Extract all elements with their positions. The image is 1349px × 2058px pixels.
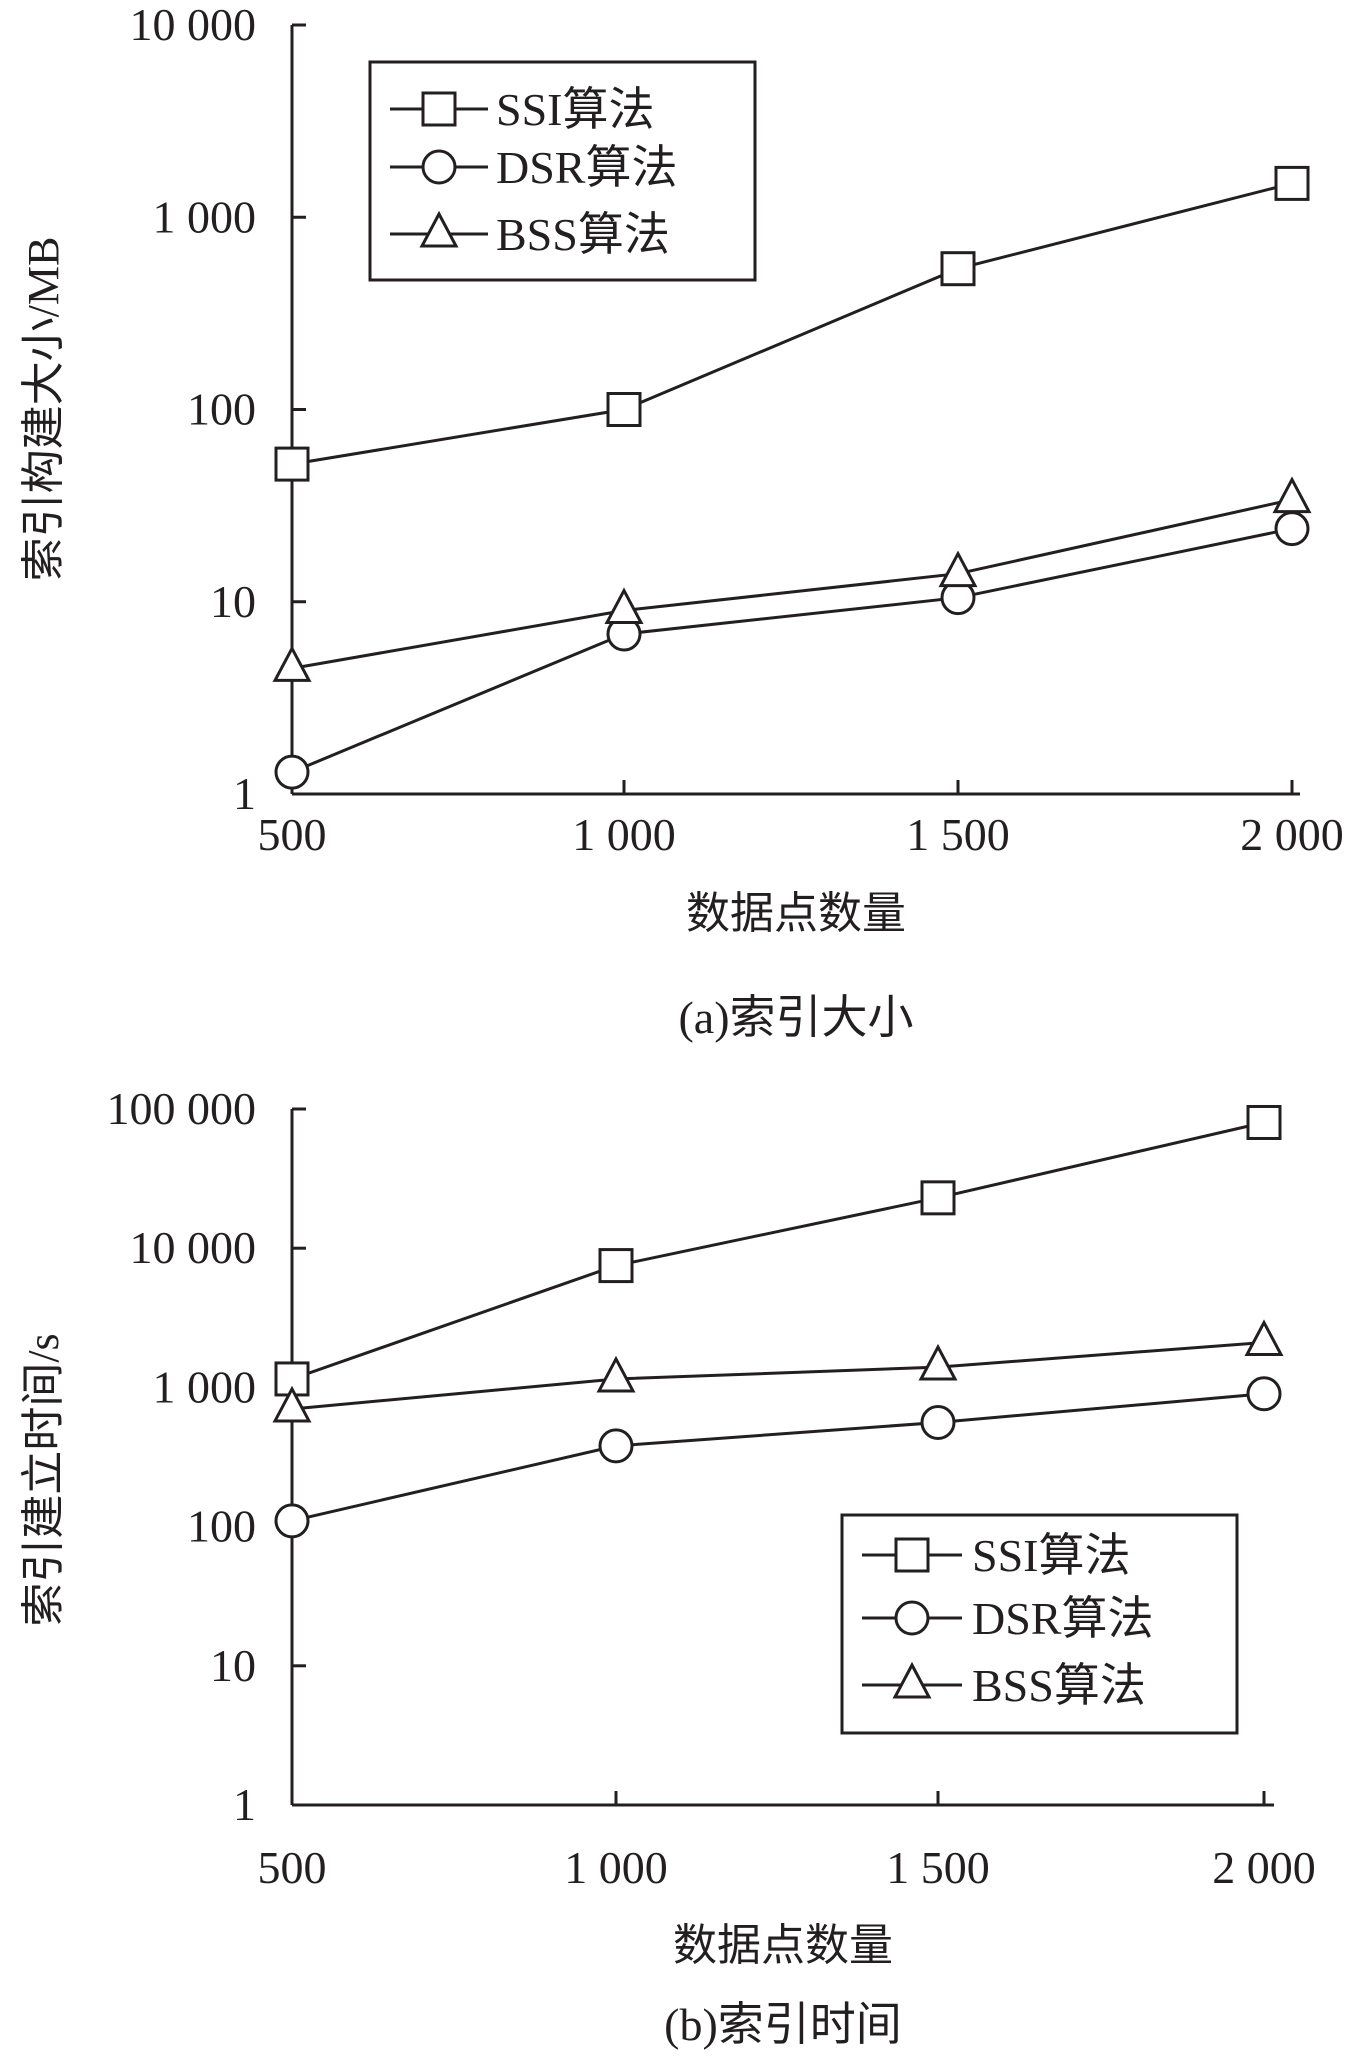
data-point-square bbox=[920, 1180, 956, 1216]
legend-marker-triangle bbox=[419, 210, 459, 248]
data-point-circle bbox=[1274, 511, 1310, 547]
series-line-triangle bbox=[291, 1341, 1265, 1411]
series-line-square bbox=[291, 181, 1293, 466]
y-tick-label: 1 000 bbox=[153, 191, 257, 242]
y-tick-label: 100 bbox=[187, 1501, 256, 1552]
series-line-square bbox=[291, 1121, 1265, 1381]
y-tick-label: 10 000 bbox=[130, 0, 257, 50]
legend-marker-triangle bbox=[892, 1661, 932, 1699]
data-point-square bbox=[940, 251, 976, 287]
x-tick-label: 2 000 bbox=[1240, 809, 1344, 860]
data-point-triangle bbox=[596, 1355, 636, 1393]
x-tick-label: 2 000 bbox=[1212, 1842, 1316, 1893]
legend-label: SSI算法 bbox=[972, 1530, 1130, 1581]
y-tick-label: 1 000 bbox=[153, 1361, 257, 1412]
x-axis-label: 数据点数量 bbox=[673, 1921, 893, 1970]
legend-label: SSI算法 bbox=[496, 84, 654, 135]
data-point-circle bbox=[274, 1503, 310, 1539]
data-point-triangle bbox=[938, 550, 978, 588]
data-point-triangle bbox=[604, 587, 644, 625]
data-point-triangle bbox=[1244, 1319, 1284, 1357]
data-point-square bbox=[1246, 1104, 1282, 1140]
legend-label: BSS算法 bbox=[496, 209, 670, 260]
y-tick-label: 10 bbox=[210, 1640, 256, 1691]
chart-caption: (a)索引大小 bbox=[678, 992, 913, 1043]
x-tick-label: 1 000 bbox=[572, 809, 676, 860]
data-point-triangle bbox=[918, 1343, 958, 1381]
data-point-square bbox=[598, 1248, 634, 1284]
chart-a-index-size: 1 10 100 1 000 10 000 500 1 000 1 500 2 000 数据点数量… bbox=[19, 0, 1344, 1043]
data-point-triangle bbox=[272, 645, 312, 682]
data-point-triangle bbox=[1272, 476, 1312, 514]
data-point-circle bbox=[1246, 1376, 1282, 1412]
chart-b-index-time: 1 10 100 1 000 10 000 100 000 500 1 000 1 500 2 0… bbox=[19, 1083, 1316, 2050]
legend: SSI算法 DSR算法 BSS算法 bbox=[840, 1513, 1239, 1735]
y-tick-label: 100 bbox=[187, 384, 256, 435]
legend: SSI算法 DSR算法 BSS算法 bbox=[368, 60, 757, 282]
data-point-circle bbox=[598, 1428, 634, 1464]
chart-caption: (b)索引时间 bbox=[664, 1999, 902, 2050]
series-line-circle bbox=[291, 527, 1293, 774]
data-point-square bbox=[1274, 165, 1310, 201]
series-line-circle bbox=[291, 1392, 1265, 1523]
legend-label: BSS算法 bbox=[972, 1660, 1146, 1711]
series-line-triangle bbox=[291, 498, 1293, 670]
y-tick-label: 10 000 bbox=[130, 1222, 257, 1273]
x-tick-label: 500 bbox=[258, 1842, 327, 1893]
y-tick-label: 100 000 bbox=[107, 1083, 257, 1134]
data-point-square bbox=[606, 392, 642, 427]
x-tick-label: 500 bbox=[258, 809, 327, 860]
x-tick-label: 1 000 bbox=[564, 1842, 668, 1893]
data-point-triangle bbox=[272, 1385, 312, 1423]
x-tick-label: 1 500 bbox=[906, 809, 1010, 860]
data-point-square bbox=[274, 446, 310, 482]
data-point-circle bbox=[920, 1404, 956, 1440]
y-tick-label: 10 bbox=[210, 576, 256, 627]
legend-label: DSR算法 bbox=[496, 142, 677, 193]
y-axis-label: 索引建立时间/s bbox=[19, 1333, 68, 1626]
data-point-circle bbox=[274, 754, 310, 790]
y-tick-label: 1 bbox=[233, 768, 256, 819]
legend-marker-circle bbox=[421, 149, 457, 185]
legend-marker-square bbox=[421, 91, 457, 127]
y-axis-label: 索引构建大小/MB bbox=[19, 237, 68, 582]
legend-marker-square bbox=[894, 1537, 930, 1573]
x-axis-label: 数据点数量 bbox=[686, 889, 906, 938]
legend-marker-circle bbox=[894, 1600, 930, 1636]
x-tick-label: 1 500 bbox=[886, 1842, 990, 1893]
legend-label: DSR算法 bbox=[972, 1593, 1153, 1644]
y-tick-label: 1 bbox=[233, 1779, 256, 1830]
